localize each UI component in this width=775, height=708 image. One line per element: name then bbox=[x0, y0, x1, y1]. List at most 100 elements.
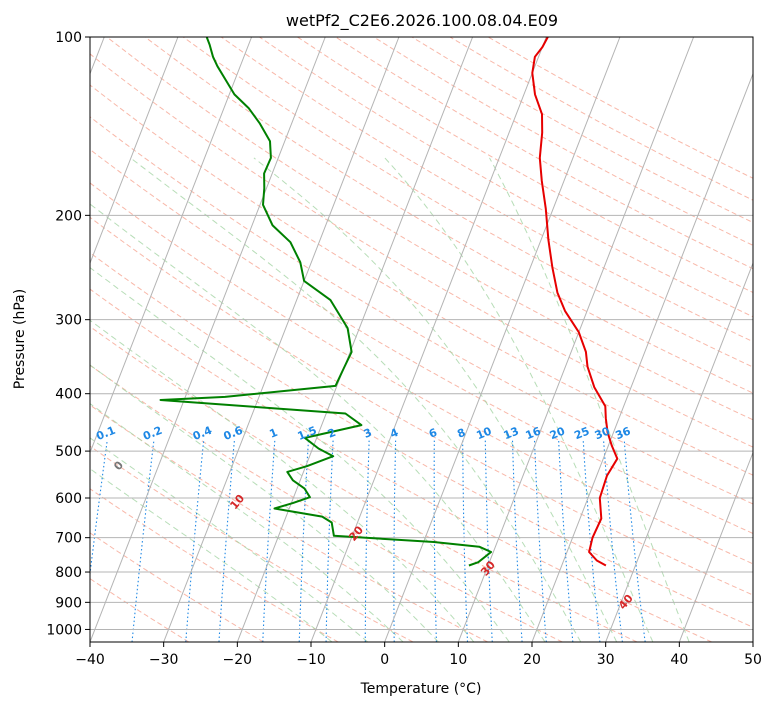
mixing-ratio-line bbox=[218, 440, 235, 642]
dry-adiabat-line bbox=[106, 37, 753, 421]
isotherm-line bbox=[90, 37, 253, 454]
y-tick-label: 900 bbox=[55, 595, 82, 611]
mixing-ratio-line bbox=[364, 440, 370, 642]
moist-adiabat-line bbox=[384, 157, 654, 642]
x-axis-ticks: −40 −30 −20 −10 0 10 20 30 40 50 bbox=[75, 642, 762, 668]
mixing-ratio-label: 0.4 bbox=[191, 424, 214, 443]
moist-adiabats bbox=[90, 157, 690, 642]
dry-adiabat-line bbox=[90, 53, 753, 448]
isotherm-line bbox=[163, 37, 400, 642]
dry-adiabat-line bbox=[90, 578, 190, 642]
chart-title: wetPf2_C2E6.2026.100.08.04.E09 bbox=[286, 11, 558, 31]
isotherm-line bbox=[384, 37, 621, 642]
mixing-ratio-line bbox=[533, 440, 547, 642]
dewpoint-line bbox=[159, 37, 493, 567]
dry-adiabat-line bbox=[335, 37, 753, 270]
mixing-ratio-label: 0.2 bbox=[141, 424, 164, 443]
dry-adiabat-line bbox=[90, 182, 753, 565]
mixing-ratio-line bbox=[325, 440, 334, 642]
mixing-ratio-line bbox=[623, 440, 646, 642]
dry-adiabat-line bbox=[90, 488, 339, 642]
isobars bbox=[90, 37, 753, 630]
dry-adiabat-line bbox=[220, 37, 753, 343]
isotherm-line bbox=[90, 37, 179, 265]
dry-adiabat-label: 0 bbox=[111, 458, 126, 472]
dry-adiabat-line bbox=[90, 116, 753, 505]
mixing-ratio-line bbox=[90, 440, 108, 579]
mixing-ratio-line bbox=[298, 440, 309, 642]
y-tick-label: 400 bbox=[55, 387, 82, 403]
y-tick-label: 600 bbox=[55, 491, 82, 507]
mixing-ratio-line bbox=[131, 440, 155, 642]
moist-adiabat-line bbox=[130, 157, 582, 642]
dry-adiabat-line bbox=[182, 37, 753, 368]
dry-adiabat-line bbox=[90, 404, 488, 642]
mixing-ratio-label: 13 bbox=[502, 424, 521, 442]
isotherm-line bbox=[310, 37, 547, 642]
moist-adiabat-line bbox=[489, 157, 690, 642]
sounding-series bbox=[159, 37, 619, 567]
dry-adiabat-line bbox=[90, 216, 753, 596]
mixing-ratio-label: 10 bbox=[474, 424, 493, 442]
dry-adiabat-label: 30 bbox=[478, 558, 498, 578]
mixing-ratio-label: 30 bbox=[593, 424, 612, 442]
x-tick-label: 50 bbox=[744, 652, 762, 668]
dry-adiabat-label: 10 bbox=[227, 492, 247, 512]
dry-adiabat-line bbox=[144, 37, 753, 394]
mixing-ratio-label: 0.6 bbox=[222, 424, 245, 443]
mixing-ratio-label: 8 bbox=[455, 426, 467, 441]
mixing-ratio-line bbox=[558, 440, 574, 642]
moist-adiabat-line bbox=[90, 266, 510, 642]
dry-adiabats bbox=[90, 37, 753, 642]
isotherm-line bbox=[605, 261, 753, 642]
mixing-ratio-line bbox=[393, 440, 397, 642]
y-axis-ticks: 100 200 300 400 500 600 700 800 900 1000 bbox=[46, 30, 90, 638]
dry-adiabat-line bbox=[90, 532, 264, 642]
x-tick-label: 0 bbox=[380, 652, 389, 668]
y-tick-label: 800 bbox=[55, 565, 82, 581]
dry-adiabat-line bbox=[90, 445, 414, 642]
mixing-ratio-label: 16 bbox=[524, 424, 543, 442]
dry-adiabat-line bbox=[259, 37, 753, 318]
isotherm-line bbox=[457, 37, 695, 642]
dry-adiabat-line bbox=[90, 288, 712, 642]
mixing-ratio-line bbox=[484, 440, 493, 642]
isotherm-line bbox=[678, 451, 753, 642]
plot-frame bbox=[89, 36, 754, 643]
y-tick-label: 300 bbox=[55, 313, 82, 329]
dry-adiabat-line bbox=[297, 37, 753, 294]
isotherm-line bbox=[531, 72, 753, 642]
y-tick-label: 500 bbox=[55, 444, 82, 460]
y-axis-label: Pressure (hPa) bbox=[12, 289, 28, 389]
x-axis-label: Temperature (°C) bbox=[360, 681, 482, 697]
mixing-ratio-label: 6 bbox=[427, 426, 439, 441]
x-tick-label: −10 bbox=[296, 652, 326, 668]
x-tick-label: 10 bbox=[449, 652, 467, 668]
dry-adiabat-label: -10 bbox=[3, 423, 26, 447]
mixing-ratio-label: 20 bbox=[548, 424, 567, 442]
moist-adiabat-line bbox=[90, 203, 546, 642]
isotherm-line bbox=[752, 640, 753, 642]
mixing-ratio-label: 25 bbox=[572, 424, 591, 442]
mixing-ratio-line bbox=[511, 440, 523, 642]
mixing-ratio-line bbox=[582, 440, 601, 642]
dry-adiabat-line bbox=[411, 37, 753, 224]
y-tick-label: 200 bbox=[55, 208, 82, 224]
mixing-ratio-line bbox=[462, 440, 469, 642]
x-tick-label: −30 bbox=[149, 652, 179, 668]
isotherm-line bbox=[90, 37, 326, 642]
mixing-ratio-line bbox=[185, 440, 205, 642]
y-tick-label: 100 bbox=[55, 30, 82, 46]
x-tick-label: 30 bbox=[597, 652, 615, 668]
mixing-ratio-label: 2 bbox=[326, 426, 338, 441]
mixing-ratio-label: 1.5 bbox=[296, 424, 319, 443]
isotherms bbox=[90, 37, 753, 642]
mixing-ratio-label: 1 bbox=[268, 426, 280, 441]
x-tick-label: −20 bbox=[223, 652, 253, 668]
dry-adiabat-label: 20 bbox=[346, 523, 366, 543]
isotherm-line bbox=[236, 37, 474, 642]
dry-adiabat-line bbox=[90, 148, 753, 535]
mixing-ratio-label: 36 bbox=[613, 424, 632, 442]
y-tick-label: 1000 bbox=[46, 622, 82, 638]
